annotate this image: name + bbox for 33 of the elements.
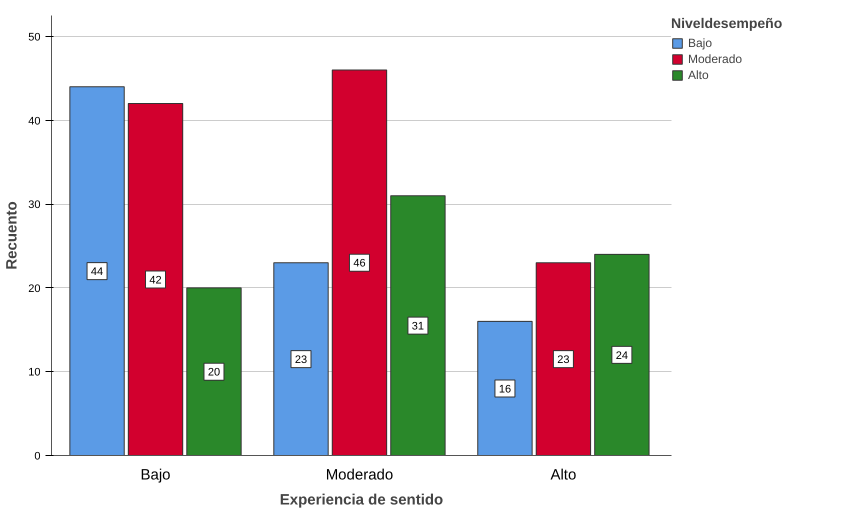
bar <box>69 86 125 456</box>
y-tick-label: 0 <box>34 450 41 462</box>
bar <box>536 262 592 456</box>
bar <box>273 262 329 456</box>
bar <box>332 69 388 456</box>
legend-label: Moderado <box>688 52 742 66</box>
x-tick-label: Moderado <box>326 466 394 484</box>
legend-title: Niveldesempeño <box>671 15 782 31</box>
data-label: 46 <box>353 258 366 270</box>
data-label: 20 <box>208 366 220 379</box>
data-label: 31 <box>412 320 424 333</box>
bar <box>186 287 242 456</box>
y-tick-label: 10 <box>28 366 41 379</box>
bar <box>594 254 650 456</box>
data-label: 44 <box>90 266 104 278</box>
x-tick-label: Bajo <box>140 466 171 484</box>
y-tick-label: 30 <box>28 199 41 212</box>
legend-label: Alto <box>688 68 709 82</box>
data-label: 23 <box>557 354 570 366</box>
data-label: 24 <box>616 350 628 362</box>
data-label: 23 <box>294 354 308 366</box>
y-axis-title: Recuento <box>3 201 20 270</box>
bar <box>477 320 533 456</box>
bar <box>390 195 446 456</box>
bar <box>128 103 184 456</box>
y-tick-label: 50 <box>28 31 41 44</box>
x-axis-title: Experiencia de sentido <box>280 492 444 508</box>
y-tick-label: 40 <box>28 115 41 128</box>
x-tick-label: Alto <box>550 466 576 484</box>
data-label: 42 <box>149 274 162 286</box>
legend-label: Bajo <box>688 36 712 50</box>
y-tick-label: 20 <box>28 282 41 295</box>
data-label: 16 <box>498 383 512 396</box>
